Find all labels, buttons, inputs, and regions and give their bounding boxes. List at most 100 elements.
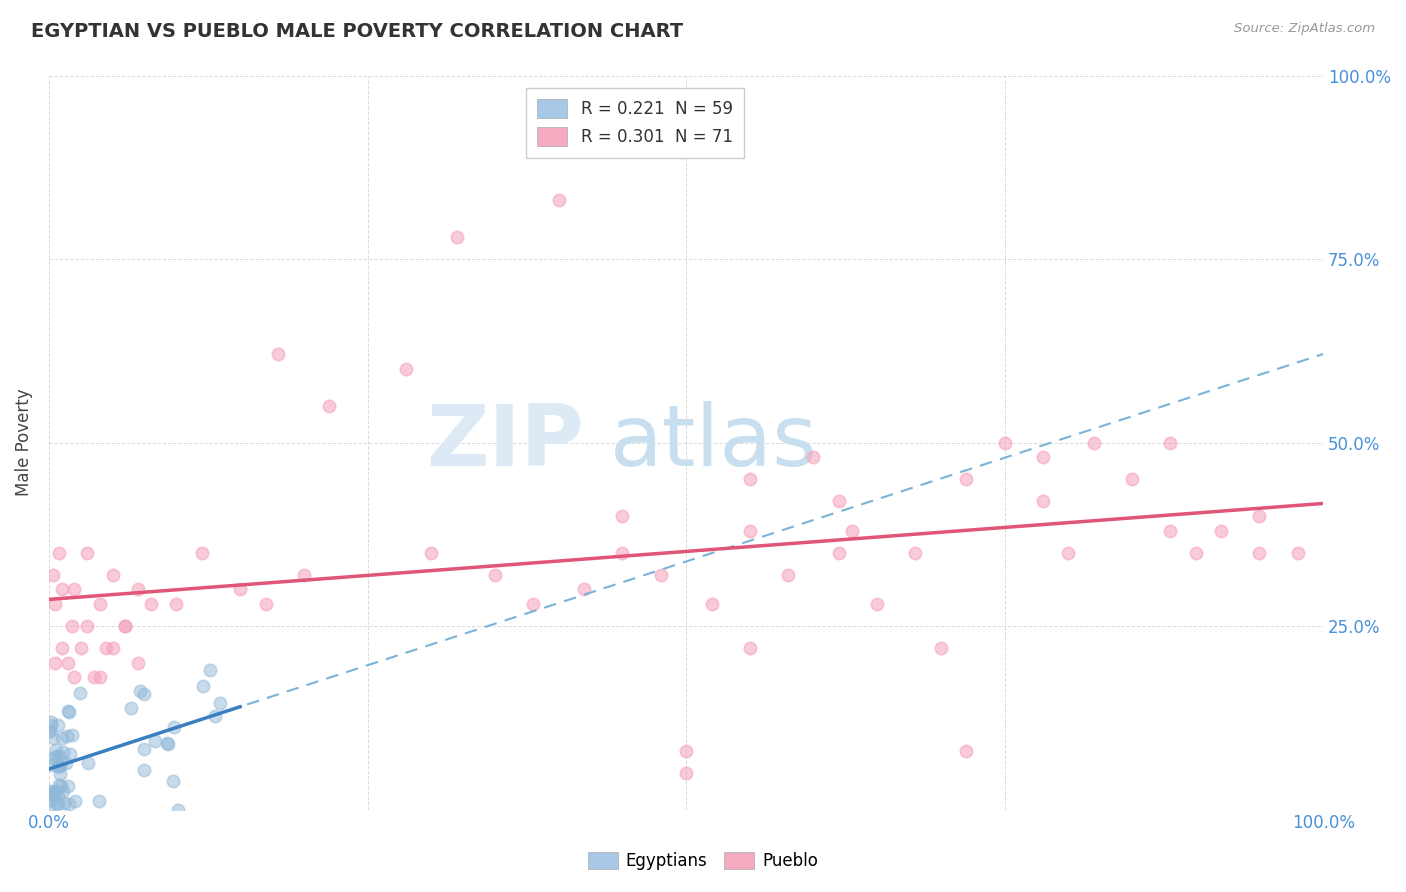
Point xyxy=(204,709,226,723)
Point xyxy=(738,472,761,486)
Point xyxy=(114,619,136,633)
Point xyxy=(841,524,863,538)
Point xyxy=(83,670,105,684)
Point xyxy=(675,744,697,758)
Point xyxy=(1249,546,1271,560)
Point xyxy=(60,619,83,633)
Point xyxy=(612,508,634,523)
Point xyxy=(51,731,73,745)
Point xyxy=(700,597,723,611)
Point xyxy=(955,472,977,486)
Point xyxy=(42,731,65,746)
Point xyxy=(48,778,70,792)
Point xyxy=(46,759,69,773)
Point xyxy=(955,744,977,758)
Point xyxy=(139,597,162,611)
Point xyxy=(38,793,60,807)
Point xyxy=(1286,546,1309,560)
Point xyxy=(45,743,67,757)
Point xyxy=(48,546,70,560)
Point xyxy=(49,754,72,768)
Point xyxy=(41,757,63,772)
Point xyxy=(44,783,66,797)
Point xyxy=(209,696,232,710)
Point xyxy=(89,597,111,611)
Point xyxy=(1184,546,1206,560)
Point xyxy=(53,796,76,810)
Point xyxy=(77,756,100,771)
Point xyxy=(156,737,179,751)
Point xyxy=(38,724,60,739)
Point xyxy=(904,546,927,560)
Point xyxy=(44,785,66,799)
Point xyxy=(267,347,290,361)
Point xyxy=(48,749,70,764)
Point xyxy=(132,742,155,756)
Point xyxy=(522,597,544,611)
Point xyxy=(1211,524,1233,538)
Point xyxy=(1159,524,1181,538)
Point xyxy=(58,705,80,719)
Point xyxy=(1057,546,1080,560)
Point xyxy=(65,794,87,808)
Point xyxy=(132,687,155,701)
Point xyxy=(738,641,761,656)
Point xyxy=(420,546,443,560)
Point xyxy=(866,597,889,611)
Point xyxy=(45,797,67,811)
Point xyxy=(547,194,569,208)
Point xyxy=(1083,435,1105,450)
Point xyxy=(156,736,179,750)
Point xyxy=(44,656,66,670)
Point xyxy=(229,582,252,597)
Point xyxy=(56,780,79,794)
Point xyxy=(114,619,136,633)
Point xyxy=(612,546,634,560)
Point xyxy=(76,546,98,560)
Point xyxy=(52,745,75,759)
Point xyxy=(132,763,155,777)
Point xyxy=(738,524,761,538)
Point xyxy=(484,567,506,582)
Point xyxy=(191,679,214,693)
Point xyxy=(828,546,851,560)
Point xyxy=(101,641,124,656)
Point xyxy=(145,734,167,748)
Point xyxy=(63,670,86,684)
Point xyxy=(45,748,67,763)
Point xyxy=(198,663,221,677)
Point xyxy=(52,784,75,798)
Point xyxy=(39,784,62,798)
Point xyxy=(87,794,110,808)
Point xyxy=(163,720,186,734)
Point xyxy=(39,785,62,799)
Point xyxy=(41,718,63,732)
Point xyxy=(60,728,83,742)
Point xyxy=(42,788,65,802)
Point xyxy=(44,597,66,611)
Point xyxy=(127,582,149,597)
Point xyxy=(45,796,67,810)
Point xyxy=(395,362,418,376)
Text: atlas: atlas xyxy=(610,401,818,484)
Point xyxy=(49,766,72,780)
Point xyxy=(96,641,118,656)
Point xyxy=(166,803,188,817)
Y-axis label: Male Poverty: Male Poverty xyxy=(15,389,32,496)
Point xyxy=(69,641,91,656)
Text: EGYPTIAN VS PUEBLO MALE POVERTY CORRELATION CHART: EGYPTIAN VS PUEBLO MALE POVERTY CORRELAT… xyxy=(31,22,683,41)
Point xyxy=(46,789,69,803)
Point xyxy=(51,582,73,597)
Point xyxy=(994,435,1017,450)
Point xyxy=(1032,450,1054,465)
Point xyxy=(42,751,65,765)
Point xyxy=(55,756,77,770)
Point xyxy=(446,230,468,244)
Point xyxy=(38,723,60,738)
Point xyxy=(69,686,91,700)
Point xyxy=(101,567,124,582)
Point xyxy=(63,582,86,597)
Point xyxy=(929,641,952,656)
Point xyxy=(76,619,98,633)
Point xyxy=(191,546,214,560)
